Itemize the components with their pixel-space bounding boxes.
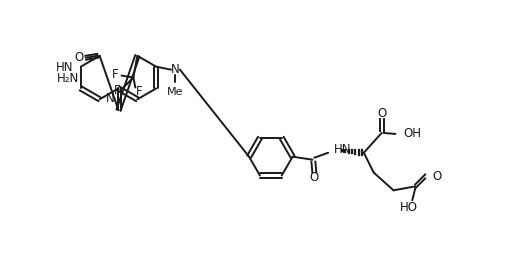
Text: F: F xyxy=(114,84,121,97)
Text: Me: Me xyxy=(166,87,183,98)
Text: HN: HN xyxy=(55,61,73,74)
Text: F: F xyxy=(112,68,119,81)
Text: F: F xyxy=(136,85,143,98)
Text: N: N xyxy=(171,63,179,76)
Text: HO: HO xyxy=(400,201,417,214)
Text: HN: HN xyxy=(333,143,351,156)
Text: O: O xyxy=(309,171,318,184)
Text: H₂N: H₂N xyxy=(56,72,79,85)
Text: O: O xyxy=(74,51,83,64)
Text: N: N xyxy=(105,92,114,105)
Text: O: O xyxy=(431,170,440,183)
Text: O: O xyxy=(376,107,385,120)
Text: OH: OH xyxy=(403,127,420,140)
